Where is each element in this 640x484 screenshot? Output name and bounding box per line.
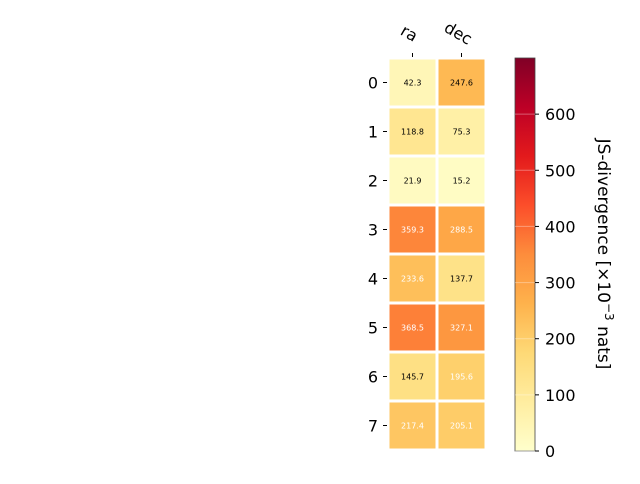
cell-value-label: 368.5 bbox=[401, 324, 424, 333]
cell-value-label: 288.5 bbox=[450, 226, 473, 235]
heatmap-cell-4-dec bbox=[435, 252, 488, 305]
row-label-0: 0 bbox=[368, 74, 378, 93]
row-label-1: 1 bbox=[368, 123, 378, 142]
cell-value-label: 359.3 bbox=[401, 226, 424, 235]
cell-value-label: 327.1 bbox=[450, 324, 473, 333]
heatmap-axes: ra dec 0 1 2 3 4 5 6 7 bbox=[368, 18, 476, 436]
column-label-ra: ra bbox=[397, 21, 421, 46]
cell-value-label: 217.4 bbox=[401, 422, 424, 431]
colorbar-tick-label: 500 bbox=[545, 161, 576, 180]
colorbar-tick-label: 100 bbox=[545, 386, 576, 405]
colorbar-tick-label: 600 bbox=[545, 105, 576, 124]
colorbar-tick-label: 300 bbox=[545, 274, 576, 293]
cell-value-label: 137.7 bbox=[450, 275, 473, 284]
heatmap-cell-7-dec bbox=[435, 399, 488, 452]
cell-value-label: 247.6 bbox=[450, 79, 473, 88]
column-label-dec: dec bbox=[441, 18, 475, 49]
cell-value-label: 118.8 bbox=[401, 128, 424, 137]
cell-value-label: 233.6 bbox=[401, 275, 424, 284]
cell-value-label: 21.9 bbox=[404, 177, 422, 186]
row-label-7: 7 bbox=[368, 417, 378, 436]
row-label-4: 4 bbox=[368, 270, 378, 289]
colorbar: JS-divergence [×10−3 nats] 0 100 200 300 400… bbox=[514, 57, 616, 461]
row-label-5: 5 bbox=[368, 319, 378, 338]
heatmap-cell-2-dec bbox=[435, 154, 488, 207]
colorbar-tick-label: 0 bbox=[545, 442, 555, 461]
row-label-6: 6 bbox=[368, 368, 378, 387]
colorbar-tick-label: 400 bbox=[545, 217, 576, 236]
heatmap-cell-1-dec bbox=[435, 105, 488, 158]
cell-value-label: 145.7 bbox=[401, 373, 424, 382]
colorbar-gradient bbox=[514, 57, 536, 452]
row-label-3: 3 bbox=[368, 221, 378, 240]
heatmap-cell-3-dec bbox=[435, 203, 488, 256]
cell-value-label: 42.3 bbox=[404, 79, 422, 88]
colorbar-tick-label: 200 bbox=[545, 330, 576, 349]
cell-value-label: 75.3 bbox=[453, 128, 471, 137]
cell-value-label: 15.2 bbox=[453, 177, 471, 186]
row-label-2: 2 bbox=[368, 172, 378, 191]
cell-value-label: 205.1 bbox=[450, 422, 473, 431]
heatmap-cells: 42.3 247.6 118.8 75.3 21.9 15.2 359.3 288.5 233.… bbox=[386, 56, 488, 452]
cell-value-label: 195.6 bbox=[450, 373, 473, 382]
colorbar-label: JS-divergence [×10−3 nats] bbox=[593, 138, 616, 370]
